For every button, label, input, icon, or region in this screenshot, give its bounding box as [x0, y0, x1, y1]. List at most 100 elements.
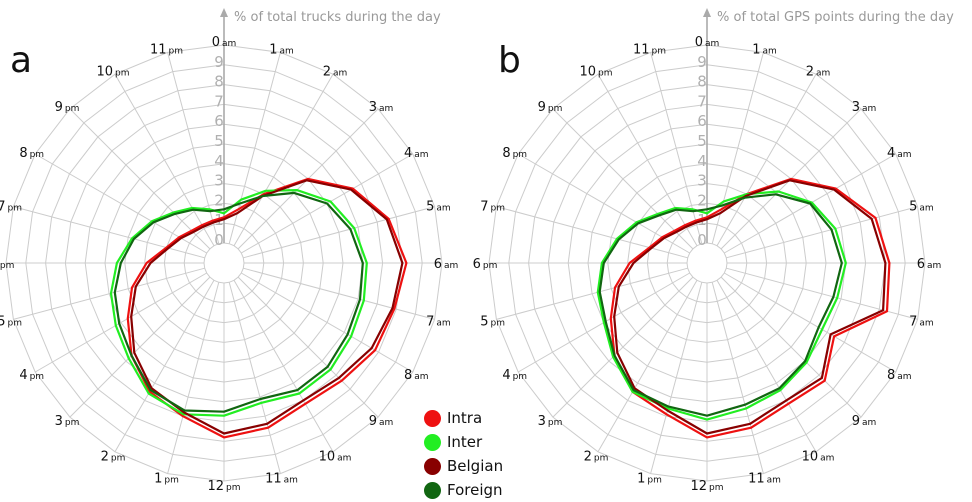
hour-suffix: am [767, 475, 781, 485]
data-point-intra [661, 236, 664, 239]
data-point-foreign [598, 290, 601, 293]
data-point-inter [706, 418, 708, 421]
hour-suffix: pm [65, 104, 79, 114]
data-point-belgian [675, 231, 677, 234]
data-point-foreign [817, 326, 820, 329]
hour-number: 11 [633, 43, 650, 58]
data-point-belgian [130, 315, 133, 318]
hour-label: 11 am [265, 471, 298, 486]
hour-number: 12 [207, 479, 224, 494]
data-point-inter [365, 262, 368, 264]
hour-suffix: pm [115, 69, 129, 79]
series-line-intra [126, 177, 408, 439]
hour-label: 4 am [887, 146, 912, 161]
data-point-inter [777, 190, 780, 193]
grid-spoke [114, 280, 215, 453]
data-point-belgian [391, 307, 394, 309]
hour-number: 4 [19, 368, 27, 383]
data-point-inter [329, 200, 332, 203]
legend-label-belgian: Belgian [447, 457, 504, 475]
data-point-foreign [223, 410, 225, 413]
data-point-inter [131, 237, 133, 240]
data-point-inter [208, 208, 211, 211]
data-point-belgian [236, 212, 239, 215]
data-point-foreign [119, 262, 122, 264]
hour-label: 9 am [852, 414, 877, 429]
hour-label: 10 am [802, 449, 835, 464]
legend-item-inter: Inter [424, 430, 503, 454]
data-point-intra [833, 335, 835, 338]
axis-title: % of total GPS points during the day [717, 10, 954, 25]
hour-label: 11 pm [633, 43, 666, 58]
data-point-belgian [884, 262, 887, 264]
data-point-intra [628, 262, 631, 264]
data-point-foreign [840, 262, 843, 264]
grid-spoke [13, 267, 205, 320]
data-point-belgian [202, 225, 205, 228]
hour-label: 10 pm [96, 65, 129, 80]
r-tick-label: 0 [697, 231, 707, 249]
hour-suffix: pm [513, 150, 527, 160]
hour-number: 10 [579, 65, 596, 80]
hour-suffix: pm [709, 483, 723, 493]
data-point-belgian [183, 411, 185, 414]
data-point-belgian [785, 399, 788, 402]
hour-suffix: pm [226, 483, 240, 493]
hour-suffix: am [919, 204, 933, 214]
grid-spoke [233, 280, 334, 453]
hour-suffix: pm [513, 372, 527, 382]
data-point-intra [609, 317, 612, 320]
grid-ring [686, 242, 728, 284]
hour-label: 0 am [695, 35, 720, 50]
hour-label: 9 pm [538, 100, 563, 115]
r-tick-label: 6 [697, 112, 707, 130]
hour-label: 6pm [0, 257, 14, 272]
grid-spoke [69, 276, 211, 418]
r-tick-label: 9 [214, 53, 224, 71]
data-point-belgian [338, 377, 340, 379]
hour-suffix: am [379, 104, 393, 114]
hour-number: 4 [502, 368, 510, 383]
grid-spoke [597, 280, 698, 453]
hour-label: 0 am [212, 35, 237, 50]
hour-number: 5 [480, 315, 488, 330]
data-point-foreign [239, 202, 241, 205]
data-point-inter [805, 361, 808, 364]
data-point-intra [237, 208, 240, 211]
data-point-intra [131, 286, 133, 289]
data-point-belgian [719, 212, 722, 215]
data-point-foreign [113, 291, 116, 294]
data-point-foreign [361, 262, 364, 264]
data-point-belgian [882, 309, 884, 312]
hour-label: 1 am [752, 43, 777, 58]
legend-swatch-intra [424, 409, 441, 427]
legend: Intra Inter Belgian Foreign [424, 406, 503, 502]
grid-spoke [496, 267, 688, 320]
data-point-belgian [302, 399, 305, 402]
grid-spoke [167, 282, 220, 474]
hour-number: 0 [212, 35, 220, 50]
data-point-belgian [613, 315, 616, 318]
data-point-inter [191, 207, 194, 209]
data-point-inter [603, 321, 605, 324]
hour-label: 3 am [852, 100, 877, 115]
hour-label: 12 pm [207, 479, 240, 494]
grid-spoke [243, 206, 435, 259]
hour-suffix: pm [30, 150, 44, 160]
hour-label: 2 am [323, 65, 348, 80]
hour-suffix: am [279, 47, 293, 57]
hour-suffix: pm [548, 104, 562, 114]
data-point-inter [616, 238, 618, 240]
data-point-belgian [706, 432, 708, 435]
legend-label-intra: Intra [447, 409, 483, 427]
data-point-foreign [152, 221, 155, 224]
data-point-foreign [326, 202, 328, 205]
data-point-intra [126, 317, 129, 320]
data-point-foreign [604, 320, 607, 323]
r-tick-label: 7 [697, 92, 707, 110]
data-point-belgian [695, 221, 698, 224]
legend-label-inter: Inter [447, 433, 483, 451]
